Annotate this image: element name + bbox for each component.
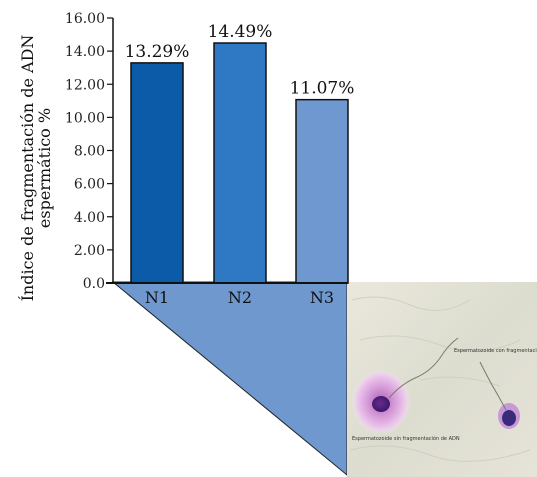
y-tick-label: 6.00 xyxy=(74,177,105,193)
micrograph-label-lower: Espermatozoide sin fragmentación de ADN xyxy=(352,435,460,442)
y-axis-ticks: 0.0 2.00 4.00 6.00 8.00 10.00 12.00 14.00 16.00 xyxy=(65,11,113,292)
y-tick-label: 8.00 xyxy=(74,144,105,160)
bar-n3 xyxy=(295,98,349,284)
y-tick-label: 2.00 xyxy=(74,243,105,259)
category-labels: N1 N2 N3 xyxy=(145,288,334,307)
data-label-n3: 11.07% xyxy=(290,79,355,99)
micrograph-inset: Espermatozoide con fragmentación de ADN … xyxy=(347,282,537,477)
micrograph-texture xyxy=(349,296,531,462)
micrograph-label-upper: Espermatozoide con fragmentación de ADN xyxy=(454,347,537,354)
fragmented-sperm-head xyxy=(502,410,516,426)
category-label-n3: N3 xyxy=(310,288,334,307)
category-label-n2: N2 xyxy=(228,288,252,307)
fragmented-sperm-tail xyxy=(479,361,507,411)
y-tick-label: 14.00 xyxy=(65,44,105,60)
y-tick-label: 12.00 xyxy=(65,77,105,93)
bar-n1 xyxy=(130,62,184,284)
y-tick-label: 4.00 xyxy=(74,210,105,226)
zoom-triangle xyxy=(111,281,348,477)
category-label-n1: N1 xyxy=(145,288,169,307)
y-axis-title-line-1: Índice de fragmentación de ADN xyxy=(17,35,37,302)
y-tick-label: 0.0 xyxy=(83,276,105,292)
data-label-n1: 13.29% xyxy=(125,42,190,62)
data-label-n2: 14.49% xyxy=(208,22,273,42)
bar-n2 xyxy=(213,42,267,284)
y-axis-title-line-2: espermático % xyxy=(35,108,54,228)
halo-sperm-head xyxy=(372,396,390,412)
data-labels: 13.29% 14.49% 11.07% xyxy=(125,22,355,99)
halo-sperm-tail xyxy=(388,337,459,399)
y-tick-label: 10.00 xyxy=(65,110,105,126)
y-tick-label: 16.00 xyxy=(65,11,105,27)
